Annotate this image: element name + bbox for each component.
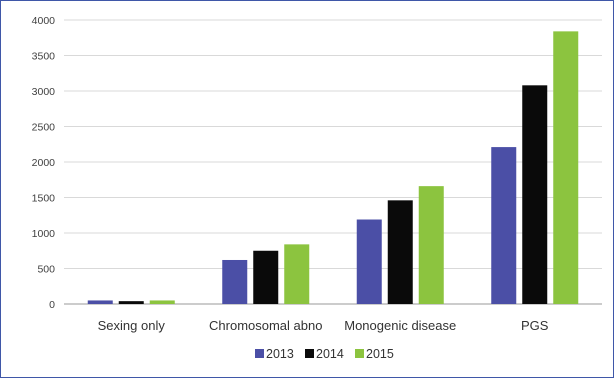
- y-tick-label: 0: [49, 299, 55, 311]
- legend-swatch-2014: [305, 349, 314, 358]
- bar-2014-monogenic-disease: [387, 200, 413, 304]
- x-category-label: Monogenic disease: [344, 318, 456, 333]
- y-tick-label: 4000: [32, 15, 56, 27]
- bar-2013-sexing-only: [87, 300, 113, 304]
- y-axis-ticks: 0 500 1000 1500 2000 2500 3000 3500 4000: [32, 15, 56, 311]
- legend-label: 2014: [316, 347, 344, 361]
- y-tick-label: 2000: [32, 157, 56, 169]
- bar-2013-monogenic-disease: [356, 219, 382, 304]
- bars: [87, 31, 579, 305]
- bar-2015-sexing-only: [149, 300, 175, 304]
- bar-2013-chromosomal-abno: [222, 259, 248, 304]
- gridlines: [64, 19, 602, 305]
- legend-swatch-2013: [255, 349, 264, 358]
- y-tick-label: 3500: [32, 51, 56, 63]
- y-tick-label: 2500: [32, 122, 56, 134]
- x-category-label: Chromosomal abno: [209, 318, 322, 333]
- bar-2014-sexing-only: [118, 301, 144, 304]
- y-tick-label: 500: [37, 264, 55, 276]
- bar-2013-pgs: [491, 147, 517, 304]
- legend-swatch-2015: [355, 349, 364, 358]
- x-category-label: Sexing only: [98, 318, 166, 333]
- y-tick-label: 1000: [32, 228, 56, 240]
- bar-2015-pgs: [553, 31, 579, 305]
- legend-label: 2013: [266, 347, 294, 361]
- y-tick-label: 1500: [32, 193, 56, 205]
- legend: 2013 2014 2015: [255, 347, 394, 361]
- y-tick-label: 3000: [32, 86, 56, 98]
- x-category-label: PGS: [521, 318, 549, 333]
- bar-2014-pgs: [522, 85, 548, 304]
- x-axis-categories: Sexing only Chromosomal abno Monogenic dis…: [98, 318, 549, 333]
- legend-label: 2015: [366, 347, 394, 361]
- bar-2015-monogenic-disease: [418, 186, 444, 304]
- bar-2014-chromosomal-abno: [253, 250, 279, 304]
- bar-2015-chromosomal-abno: [284, 244, 310, 304]
